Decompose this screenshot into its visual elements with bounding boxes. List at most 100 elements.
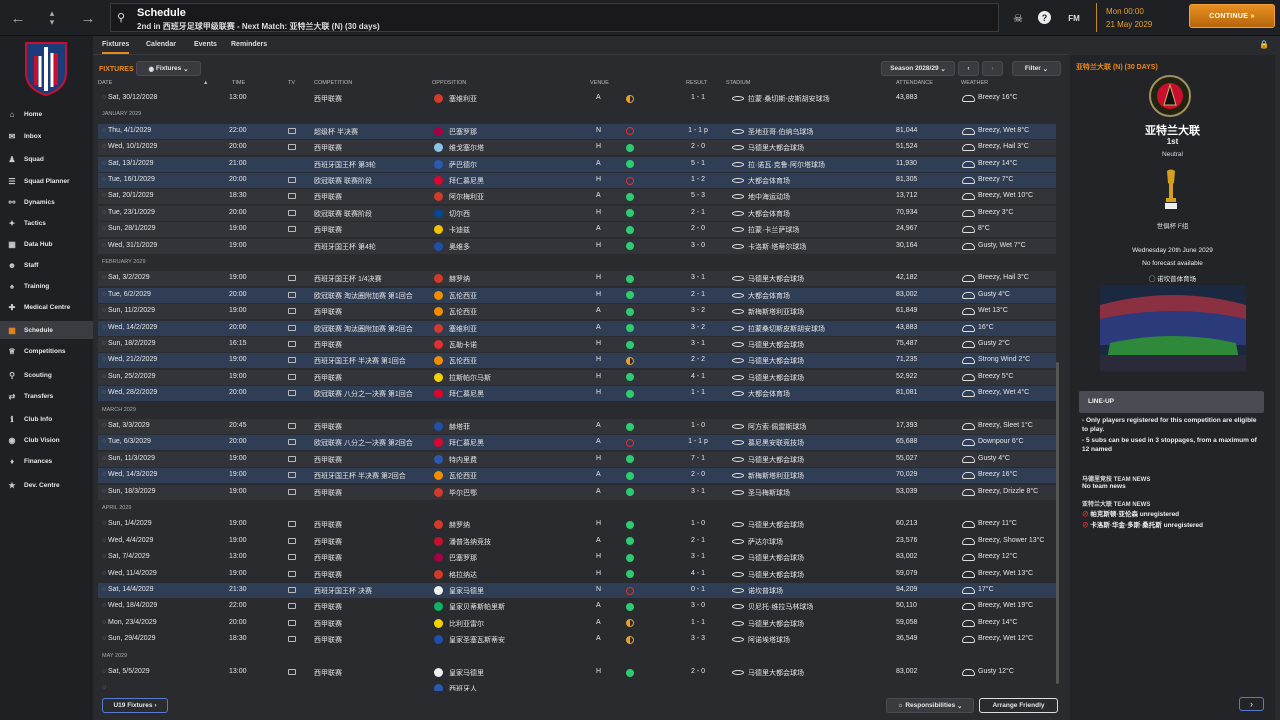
- fixture-stadium[interactable]: 马德里大都会球场: [748, 145, 804, 153]
- table-row[interactable]: ○ Sat, 5/5/2029 13:00 西甲联赛 皇家马德里 H 2 - 0 马德里大都会…: [98, 665, 1056, 680]
- fixture-score[interactable]: 1 - 1 p: [688, 126, 708, 134]
- col-opposition[interactable]: OPPOSITION: [432, 80, 467, 86]
- row-checkbox[interactable]: ○: [102, 225, 107, 233]
- fixture-opposition[interactable]: 皇家圣塞瓦斯蒂安: [449, 637, 505, 645]
- date-display[interactable]: Mon 00:00 21 May 2029: [1096, 3, 1184, 32]
- table-row[interactable]: ○ Wed, 4/4/2029 19:00 西甲联赛 潘普洛纳竞技 A 2 - 1 萨达尔球场…: [98, 534, 1056, 549]
- panel-next-button[interactable]: ›: [1239, 697, 1264, 711]
- fixture-competition[interactable]: 西甲联赛: [314, 96, 342, 103]
- fixture-opposition[interactable]: 皇家马德里: [449, 670, 484, 677]
- opponent-crest-icon[interactable]: [1149, 75, 1191, 117]
- row-checkbox[interactable]: ○: [102, 307, 107, 315]
- fixture-stadium[interactable]: 拉蒙·桑切斯-皮斯胡安球场: [748, 96, 830, 103]
- row-checkbox[interactable]: ○: [102, 586, 107, 593]
- sidebar-item-finances[interactable]: ♦ Finances: [0, 452, 93, 470]
- fixture-opposition[interactable]: 拜仁慕尼黑: [449, 391, 484, 399]
- table-row[interactable]: ○ Sun, 28/1/2029 19:00 西甲联赛 卡迪兹 A 2 - 0 拉蒙·卡兰萨球…: [98, 222, 1056, 238]
- fixture-stadium[interactable]: 拉蒙·卡兰萨球场: [748, 227, 800, 235]
- table-row[interactable]: ○ Sat, 3/3/2029 20:45 西甲联赛 赫塔菲 A 1 - 0 阿方索·佩雷斯球…: [98, 419, 1056, 434]
- fixture-score[interactable]: 2 - 1: [690, 290, 705, 298]
- fixture-score[interactable]: 5 - 3: [690, 192, 705, 200]
- fixture-stadium[interactable]: 诺坎普球场: [748, 588, 783, 595]
- team-news-2-item[interactable]: ⊘ 卡洛斯·华金·多斯·桑托斯 unregistered: [1082, 519, 1203, 529]
- col-stadium[interactable]: STADIUM: [726, 80, 751, 86]
- fixture-stadium[interactable]: 阿诺埃塔球场: [748, 637, 790, 645]
- fixture-opposition[interactable]: 塞维利亚: [449, 96, 477, 103]
- row-checkbox[interactable]: ○: [102, 454, 107, 462]
- table-row[interactable]: ○ Sat, 3/2/2029 19:00 西班牙国王杯 1/4决赛 赫罗纳 H 3 - 1…: [98, 271, 1056, 287]
- table-row[interactable]: ○ Wed, 21/2/2029 19:00 西班牙国王杯 半决赛 第1回合 瓦伦西亚 H…: [98, 353, 1056, 369]
- fixture-competition[interactable]: 超级杯 半决赛: [314, 128, 358, 136]
- fixture-score[interactable]: 3 - 2: [690, 307, 705, 315]
- col-venue[interactable]: VENUE: [590, 80, 609, 86]
- fixture-score[interactable]: 4 - 1: [690, 372, 705, 380]
- history-updown-icon[interactable]: ▴ ▾: [49, 8, 55, 27]
- row-checkbox[interactable]: ○: [102, 389, 107, 397]
- fixture-stadium[interactable]: 拉·诺瓦·克鲁·阿尔塔球场: [748, 161, 825, 169]
- match-stadium[interactable]: ◯ 诺坎普体育场: [1070, 273, 1275, 283]
- fixture-opposition[interactable]: 格拉纳达: [449, 571, 477, 579]
- fixture-score[interactable]: 1 - 1: [690, 94, 705, 101]
- sidebar-item-club-info[interactable]: ℹ Club Info: [0, 410, 93, 428]
- fixture-competition[interactable]: 西甲联赛: [314, 342, 342, 349]
- fixture-competition[interactable]: 欧冠联赛 淘汰圈附加赛 第1回合: [314, 292, 413, 300]
- row-checkbox[interactable]: ○: [102, 192, 107, 200]
- row-checkbox[interactable]: ○: [102, 323, 107, 331]
- fixture-opposition[interactable]: 奥维多: [449, 243, 470, 251]
- fixture-competition[interactable]: 西甲联赛: [314, 145, 342, 153]
- sidebar-item-staff[interactable]: ☻ Staff: [0, 256, 93, 274]
- sidebar-item-data-hub[interactable]: ▦ Data Hub: [0, 235, 93, 253]
- table-row[interactable]: ○ Wed, 14/2/2029 20:00 欧冠联赛 淘汰圈附加赛 第2回合 塞维利亚…: [98, 320, 1056, 336]
- row-checkbox[interactable]: ○: [102, 290, 107, 298]
- prev-season-button[interactable]: ‹: [958, 61, 979, 76]
- col-competition[interactable]: COMPETITION: [314, 80, 353, 86]
- fixture-opposition[interactable]: 维戈塞尔塔: [449, 145, 484, 153]
- table-row[interactable]: ○ Sat, 7/4/2029 13:00 西甲联赛 巴塞罗那 H 3 - 1 马德里大都会球…: [98, 550, 1056, 565]
- fixture-opposition[interactable]: 巴塞罗那: [449, 555, 477, 563]
- fixture-stadium[interactable]: 圣地亚哥·伯纳乌球场: [748, 128, 814, 136]
- sidebar-item-squad[interactable]: ♟ Squad: [0, 150, 93, 168]
- fixture-stadium[interactable]: 马德里大都会球场: [748, 342, 804, 349]
- table-row[interactable]: ○ Sun, 18/3/2029 19:00 西甲联赛 毕尔巴鄂 A 3 - 1 圣马梅斯球场…: [98, 484, 1056, 500]
- row-checkbox[interactable]: ○: [102, 274, 107, 282]
- fixture-opposition[interactable]: 瓦伦西亚: [449, 309, 477, 317]
- fixture-score[interactable]: 3 - 1: [690, 487, 705, 495]
- fixture-stadium[interactable]: 马德里大都会球场: [748, 670, 804, 677]
- tab-reminders[interactable]: Reminders: [231, 41, 268, 48]
- fixture-competition[interactable]: 西甲联赛: [314, 374, 342, 382]
- fixture-stadium[interactable]: 萨达尔球场: [748, 538, 783, 546]
- fm-menu-button[interactable]: FM: [1068, 13, 1080, 23]
- fixture-competition[interactable]: 西甲联赛: [314, 194, 342, 202]
- row-checkbox[interactable]: ○: [102, 684, 107, 691]
- fixture-score[interactable]: 2 - 0: [690, 471, 705, 479]
- fixture-competition[interactable]: 西甲联赛: [314, 670, 342, 677]
- forward-arrow-icon[interactable]: →: [80, 9, 96, 27]
- u19-fixtures-button[interactable]: U19 Fixtures ›: [102, 698, 168, 713]
- col-date[interactable]: DATE: [98, 80, 113, 86]
- fixture-opposition[interactable]: 潘普洛纳竞技: [449, 538, 491, 546]
- fixture-opposition[interactable]: 巴塞罗那: [449, 128, 477, 136]
- table-row[interactable]: ○ Wed, 28/2/2029 20:00 欧冠联赛 八分之一决赛 第1回合 拜仁慕尼…: [98, 386, 1056, 402]
- fixture-stadium[interactable]: 马德里大都会球场: [748, 571, 804, 579]
- fixture-competition[interactable]: 西班牙国王杯 决赛: [314, 588, 372, 595]
- fixture-competition[interactable]: 西班牙国王杯 第4轮: [314, 243, 376, 251]
- fixture-competition[interactable]: 西甲联赛: [314, 620, 342, 628]
- fixture-opposition[interactable]: 瓦勒卡诺: [449, 342, 477, 349]
- fixture-stadium[interactable]: 拉蒙桑切斯皮斯胡安球场: [748, 325, 825, 333]
- fixture-stadium[interactable]: 马德里大都会球场: [748, 456, 804, 464]
- fixture-stadium[interactable]: 大都会体育场: [748, 210, 790, 218]
- fixture-opposition[interactable]: 切尔西: [449, 210, 470, 218]
- fixture-competition[interactable]: 西甲联赛: [314, 309, 342, 317]
- tab-events[interactable]: Events: [194, 41, 217, 48]
- fixture-competition[interactable]: 欧冠联赛 淘汰圈附加赛 第2回合: [314, 325, 413, 333]
- fixture-opposition[interactable]: 皇家贝蒂斯帕里斯: [449, 604, 505, 612]
- table-row[interactable]: ○ Sat, 30/12/2028 13:00 西甲联赛 塞维利亚 A 1 - 1 拉蒙·桑切…: [98, 91, 1056, 106]
- row-checkbox[interactable]: ○: [102, 126, 107, 134]
- row-checkbox[interactable]: ○: [102, 618, 107, 626]
- fixture-stadium[interactable]: 马德里大都会球场: [748, 374, 804, 382]
- row-checkbox[interactable]: ○: [102, 176, 107, 183]
- sidebar-item-schedule[interactable]: ▦ Schedule: [0, 321, 93, 339]
- table-row[interactable]: ○ Tue, 16/1/2029 20:00 欧冠联赛 联赛阶段 拜仁慕尼黑 H 1 - 2…: [98, 173, 1056, 188]
- sidebar-item-training[interactable]: ♠ Training: [0, 277, 93, 295]
- table-row[interactable]: ○ 西班牙人: [98, 681, 1056, 691]
